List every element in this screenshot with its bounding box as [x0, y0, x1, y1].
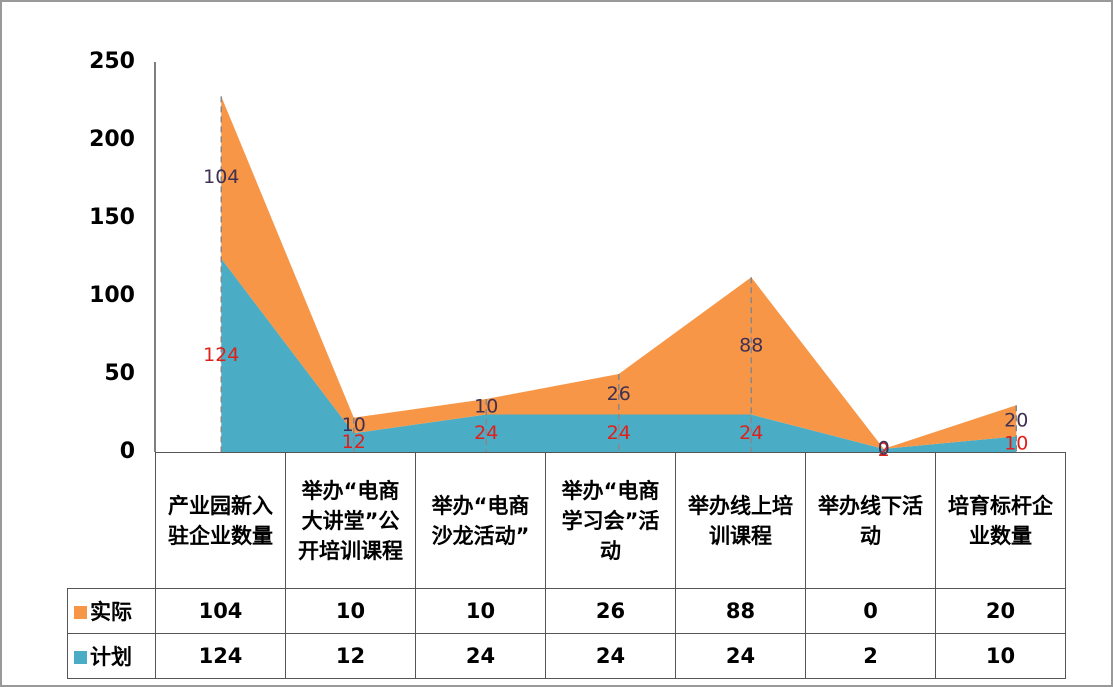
y-tick-label: 150: [89, 205, 135, 230]
table-value: 26: [545, 588, 676, 634]
legend-swatch: [74, 606, 87, 619]
legend-entry: 实际: [67, 588, 156, 634]
table-value: 124: [155, 633, 286, 679]
table-value: 88: [675, 588, 806, 634]
category-label: 举办“电商大讲堂”公开培训课程: [285, 452, 416, 589]
y-tick-label: 50: [104, 361, 135, 386]
category-label: 培育标杆企业数量: [935, 452, 1066, 589]
legend-label: 实际: [90, 600, 132, 624]
y-tick-label: 250: [89, 49, 135, 74]
table-value: 104: [155, 588, 286, 634]
table-value: 10: [935, 633, 1066, 679]
table-value: 2: [805, 633, 936, 679]
legend-entry: 计划: [67, 633, 156, 679]
y-tick-label: 100: [89, 283, 135, 308]
data-label: 20: [1004, 409, 1028, 431]
table-value: 10: [415, 588, 546, 634]
category-row: 产业园新入驻企业数量 举办“电商大讲堂”公开培训课程 举办“电商沙龙活动” 举办“电商…: [67, 452, 1066, 589]
category-label: 产业园新入驻企业数量: [155, 452, 286, 589]
table-value: 20: [935, 588, 1066, 634]
table-value: 24: [675, 633, 806, 679]
table-value: 12: [285, 633, 416, 679]
table-value: 24: [545, 633, 676, 679]
legend-swatch: [74, 651, 87, 664]
category-label: 举办“电商沙龙活动”: [415, 452, 546, 589]
corner-cell: [67, 452, 156, 589]
area: [221, 258, 1017, 452]
data-label: 12: [342, 431, 366, 453]
series-row: 实际 104 10 10 26 88 0 20: [67, 588, 1066, 634]
category-label: 举办线上培训课程: [675, 452, 806, 589]
category-label: 举办“电商学习会”活动: [545, 452, 676, 589]
table-value: 0: [805, 588, 936, 634]
data-label: 10: [1004, 433, 1028, 455]
data-label: 26: [607, 383, 631, 405]
table-value: 24: [415, 633, 546, 679]
series-row: 计划 124 12 24 24 24 2 10: [67, 633, 1066, 679]
data-label: 10: [342, 414, 366, 436]
table-value: 10: [285, 588, 416, 634]
data-table: 产业园新入驻企业数量 举办“电商大讲堂”公开培训课程 举办“电商沙龙活动” 举办“电商…: [67, 452, 1066, 679]
legend-label: 计划: [90, 645, 132, 669]
data-label: 124: [203, 344, 239, 366]
data-label: 10: [474, 395, 498, 417]
y-tick-label: 200: [89, 127, 135, 152]
data-label: 24: [607, 422, 631, 444]
data-label: 24: [739, 422, 763, 444]
category-label: 举办线下活动: [805, 452, 936, 589]
data-label: 88: [739, 334, 763, 356]
data-label: 104: [203, 166, 239, 188]
data-label: 24: [474, 422, 498, 444]
